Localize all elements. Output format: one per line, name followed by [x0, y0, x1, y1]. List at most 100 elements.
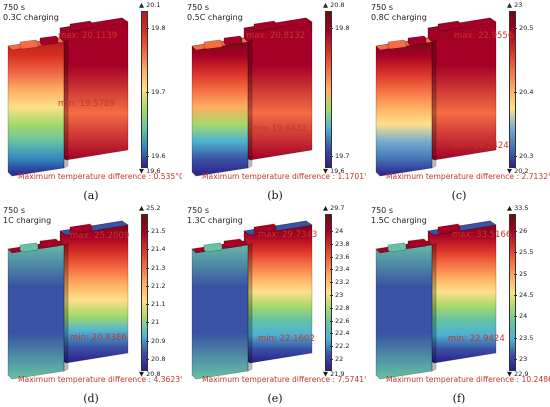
colorbar-tick-label: 21.4 [151, 245, 166, 254]
colorbar-min-label: ▼ 19.6 [323, 167, 345, 175]
colorbar-tick-label: 21.2 [151, 281, 166, 290]
charging-rate-label: 0.8C charging [371, 13, 427, 22]
colorbar-tick-mark [514, 337, 517, 339]
colorbar-tick-label: 20.8 [151, 355, 166, 363]
time-label: 750 s [187, 3, 209, 12]
charging-rate-label: 1C charging [3, 216, 52, 225]
colorbar-tick-mark [514, 92, 517, 93]
panel-letter: (c) [451, 189, 467, 202]
cell-left-face [7, 240, 65, 380]
colorbar-tick-mark [330, 295, 333, 296]
colorbar-tick-mark [330, 282, 333, 284]
colorbar-max-label: ▲ 23 [507, 1, 523, 9]
panel-letter: (b) [267, 189, 283, 202]
terminal-tab-right [407, 238, 427, 249]
colorbar-tick-mark [514, 28, 517, 29]
colorbar-min-label: ▼ 20.2 [507, 167, 529, 175]
max-temp-label: max: 20.1139 [58, 31, 118, 41]
terminal-tab-back [437, 20, 461, 32]
colorbar-tick-mark [146, 156, 149, 157]
cell-left-side [247, 242, 253, 372]
colorbar-tick-mark [146, 249, 149, 251]
temp-difference-label: Maximum temperature difference : 0.535°C [18, 172, 182, 181]
colorbar-min-label: ▼ 21.9 [323, 370, 345, 378]
terminal-tab-back [69, 20, 93, 32]
max-temp-label: max: 33.5166 [452, 230, 512, 240]
cell-left-side [431, 242, 437, 372]
min-temp-label: min: 20.8386 [70, 333, 127, 343]
colorbar-tick-mark [330, 346, 333, 348]
heatmap-panel: ▲ 23 ▼ 20.2 20.5 20.4 20.3 750 s 0.8C charging… [368, 0, 550, 203]
colorbar-tick-mark [330, 28, 333, 29]
colorbar-tick-mark [146, 28, 149, 29]
colorbar [509, 214, 516, 371]
temperature-plot [375, 17, 497, 177]
temp-difference-label: Maximum temperature difference : 2.7132°… [386, 172, 550, 181]
max-temp-label: max: 20.8132 [246, 31, 306, 41]
charging-rate-label: 1.3C charging [187, 216, 243, 225]
temp-difference-label: Maximum temperature difference : 10.2486… [386, 375, 550, 384]
terminal-tab-right [407, 35, 427, 46]
colorbar [325, 11, 332, 168]
colorbar-tick-label: 19.8 [151, 24, 166, 32]
panel-letter: (f) [452, 392, 466, 405]
charging-rate-label: 1.5C charging [371, 216, 427, 225]
heatmap-panel: ▲ 33.5 ▼ 22.9 26 25.5 25 24.5 24 23.5 23 750 s 1.5… [368, 203, 550, 406]
colorbar-tick-label: 25 [519, 269, 528, 278]
min-temp-label: min: 19.6431 [250, 124, 307, 134]
colorbar-tick-mark [146, 285, 149, 287]
colorbar-tick-mark [514, 359, 517, 360]
terminal-tab-back [253, 223, 277, 235]
terminal-tab-left [19, 242, 39, 253]
colorbar-tick-mark [514, 156, 517, 157]
colorbar-tick-mark [146, 92, 149, 93]
max-temp-label: max: 29.7343 [258, 230, 318, 240]
terminal-tab-right [223, 35, 243, 46]
colorbar-tick-label: 22.2 [335, 342, 350, 351]
terminal-tab-back [437, 223, 461, 235]
colorbar-tick-label: 24.5 [519, 291, 534, 299]
colorbar-tick-label: 22 [335, 355, 344, 363]
temperature-plot [7, 220, 129, 380]
heatmap-panel: ▲ 20.8 ▼ 19.6 19.8 19.7 750 s 0.5C charging ma… [184, 0, 366, 203]
max-temp-label: max: 25.2009 [70, 231, 130, 241]
time-label: 750 s [3, 3, 25, 12]
temperature-plot [191, 220, 313, 380]
min-temp-label: min: 20.2424 [452, 141, 509, 151]
heatmap-panel: ▲ 20.1 ▼ 19.6 19.8 19.7 19.6 750 s 0.3C chargi… [0, 0, 182, 203]
terminal-tab-back [69, 223, 93, 235]
colorbar-tick-label: 21.5 [151, 227, 166, 235]
colorbar-tick-label: 25.5 [519, 248, 534, 257]
colorbar-tick-label: 21.1 [151, 300, 166, 309]
temp-difference-label: Maximum temperature difference : 4.3623°… [18, 375, 182, 384]
colorbar-tick-label: 24 [335, 227, 344, 235]
temperature-plot [7, 17, 129, 177]
colorbar-tick-mark [330, 269, 333, 271]
colorbar-tick-label: 23.6 [335, 252, 350, 261]
colorbar-tick-mark [330, 156, 333, 157]
colorbar-tick-label: 20.3 [519, 152, 534, 160]
cell-left-side [431, 39, 437, 169]
colorbar-tick-label: 23.2 [335, 278, 350, 287]
min-temp-label: min: 22.9424 [448, 334, 505, 344]
colorbar [141, 11, 148, 168]
terminal-tab-left [19, 39, 39, 50]
cell-left-side [63, 39, 69, 169]
terminal-tab-right [223, 238, 243, 249]
colorbar-tick-label: 23.5 [519, 333, 534, 342]
temperature-plot [375, 220, 497, 380]
panel-letter: (d) [83, 392, 99, 405]
temperature-plot [191, 17, 313, 177]
colorbar-tick-label: 19.8 [335, 24, 350, 32]
colorbar-tick-mark [330, 256, 333, 258]
colorbar-tick-label: 21.3 [151, 263, 166, 272]
colorbar-tick-mark [330, 359, 333, 360]
colorbar-tick-mark [146, 322, 149, 324]
min-temp-label: min: 22.1602 [258, 334, 315, 344]
heatmap-panel: ▲ 25.2 ▼ 20.8 21.5 21.4 21.3 21.2 21.1 21 20.9 20… [0, 203, 182, 406]
colorbar-tick-mark [146, 304, 149, 306]
colorbar-tick-mark [514, 316, 517, 318]
cell-left-face [7, 37, 65, 177]
colorbar-min-label: ▼ 19.6 [139, 167, 161, 175]
colorbar-tick-mark [146, 231, 149, 232]
